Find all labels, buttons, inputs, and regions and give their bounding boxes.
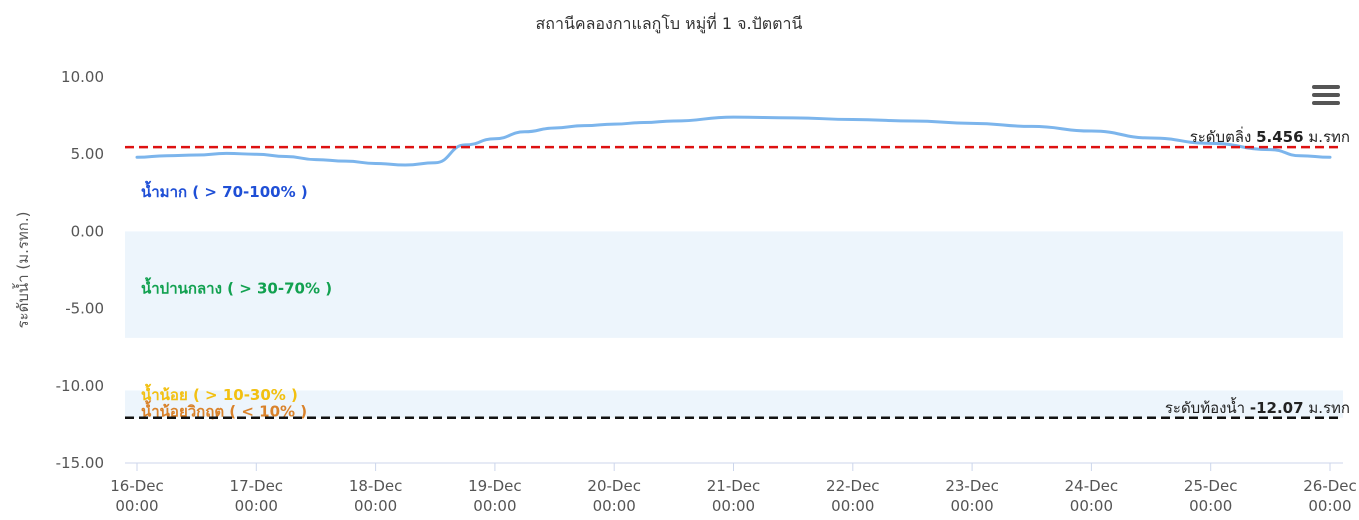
plot-band-label: น้ำน้อย ( > 10-30% )	[141, 383, 298, 404]
x-tick-label: 22-Dec	[826, 477, 880, 495]
series-layer	[135, 115, 1332, 167]
plot-band-label: น้ำมาก ( > 70-100% )	[141, 180, 308, 201]
chart-title: สถานีคลองกาแลกูโบ หมู่ที่ 1 จ.ปัตตานี	[536, 12, 803, 34]
plot-band	[125, 390, 1343, 418]
plot-band-label: น้ำน้อยวิกฤต ( < 10% )	[141, 399, 307, 420]
y-tick-label: -10.00	[56, 377, 104, 395]
x-tick-label: 17-Dec	[230, 477, 284, 495]
x-tick-label: 00:00	[115, 497, 158, 515]
plot-band-labels: น้ำมาก ( > 70-100% ) น้ำปานกลาง ( > 30-70…	[141, 180, 332, 420]
y-tick-label: -15.00	[56, 454, 104, 472]
x-tick-label: 19-Dec	[468, 477, 522, 495]
x-tick-label: 00:00	[235, 497, 278, 515]
x-tick-label: 23-Dec	[945, 477, 999, 495]
x-tick-label: 00:00	[1189, 497, 1232, 515]
menu-bar	[1312, 93, 1340, 97]
x-tick-label: 16-Dec	[110, 477, 164, 495]
x-tick-label: 00:00	[712, 497, 755, 515]
menu-bar	[1312, 101, 1340, 105]
plot-band-label: น้ำปานกลาง ( > 30-70% )	[141, 276, 332, 297]
x-tick-label: 21-Dec	[707, 477, 761, 495]
y-axis-ticks: 10.00 5.00 0.00 -5.00 -10.00 -15.00	[56, 68, 104, 472]
x-tick-label: 00:00	[1308, 497, 1351, 515]
y-axis-label: ระดับน้ำ (ม.รทก.)	[12, 212, 32, 329]
x-tick-label: 26-Dec	[1303, 477, 1357, 495]
x-tick-label: 00:00	[593, 497, 636, 515]
x-tick-label: 00:00	[831, 497, 874, 515]
series-line	[135, 115, 1332, 167]
menu-bar	[1312, 85, 1340, 89]
y-tick-label: 0.00	[71, 222, 104, 240]
x-tick-label: 00:00	[950, 497, 993, 515]
x-tick-label: 00:00	[1070, 497, 1113, 515]
plot-band	[125, 231, 1343, 338]
x-axis: 16-Dec 00:00 17-Dec 00:00 18-Dec 00:00 19-Dec 0…	[110, 462, 1357, 515]
hamburger-menu-icon[interactable]	[1308, 82, 1344, 110]
plot-band	[125, 77, 1343, 232]
x-tick-label: 00:00	[473, 497, 516, 515]
plot-line-label: ระดับท้องน้ำ -12.07 ม.รทก	[1165, 397, 1350, 417]
plot-band	[125, 337, 1343, 391]
plot-bands	[125, 77, 1343, 418]
x-tick-label: 25-Dec	[1184, 477, 1238, 495]
x-tick-label: 18-Dec	[349, 477, 403, 495]
y-tick-label: 5.00	[71, 145, 104, 163]
x-tick-label: 00:00	[354, 497, 397, 515]
y-tick-label: -5.00	[65, 300, 104, 318]
x-tick-label: 24-Dec	[1065, 477, 1119, 495]
x-tick-label: 20-Dec	[587, 477, 641, 495]
plot-line-label: ระดับตลิ่ง 5.456 ม.รทก	[1190, 126, 1350, 146]
y-tick-label: 10.00	[61, 68, 104, 86]
